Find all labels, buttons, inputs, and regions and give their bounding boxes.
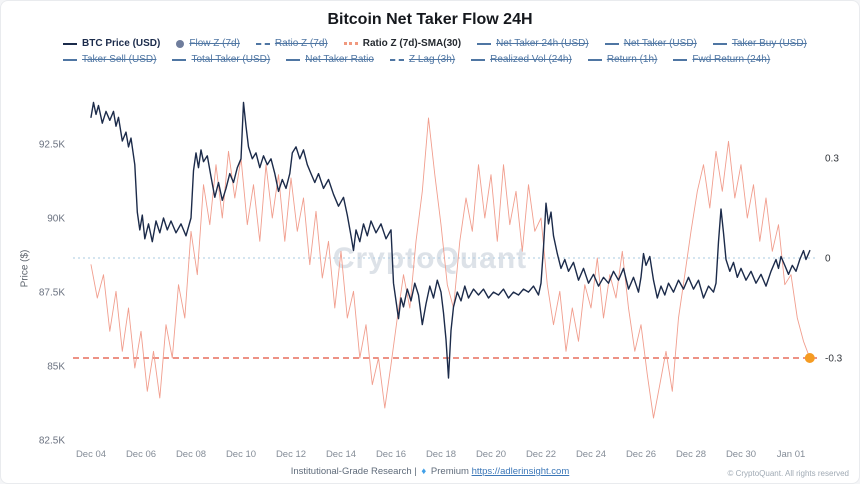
legend-item-taker-sell-usd[interactable]: Taker Sell (USD) — [63, 54, 156, 65]
x-tick-label: Dec 22 — [526, 449, 556, 460]
adlerinsight-link[interactable]: https://adlerinsight.com — [471, 466, 570, 477]
x-tick-label: Dec 24 — [576, 449, 606, 460]
line-marker-icon — [172, 58, 187, 61]
circle-marker-icon — [176, 39, 185, 48]
legend-label: BTC Price (USD) — [82, 38, 161, 49]
x-tick-label: Dec 04 — [76, 449, 106, 460]
line-marker-icon — [673, 58, 688, 61]
line-marker-icon — [63, 42, 77, 45]
x-tick-label: Dec 10 — [226, 449, 256, 460]
legend-label: Net Taker 24h (USD) — [496, 38, 589, 49]
left-tick-label: 82.5K — [39, 436, 65, 447]
x-tick-label: Dec 26 — [626, 449, 656, 460]
left-tick-label: 87.5K — [39, 288, 65, 299]
legend-label: Taker Sell (USD) — [82, 54, 157, 65]
left-tick-label: 90K — [47, 214, 65, 225]
line-marker-icon — [63, 58, 77, 61]
line-marker-icon — [286, 58, 301, 61]
line-marker-icon — [712, 42, 727, 45]
legend-row: BTC Price (USD) Flow Z (7d) Ratio Z (7d) Ra… — [63, 38, 833, 49]
right-tick-label: 0.3 — [825, 154, 839, 165]
x-tick-label: Dec 08 — [176, 449, 206, 460]
legend-item-ratio-z-7d[interactable]: Ratio Z (7d) — [255, 38, 328, 49]
legend-label: Fwd Return (24h) — [692, 54, 771, 65]
legend-item-total-taker-usd[interactable]: Total Taker (USD) — [172, 54, 270, 65]
legend-item-net-taker-24h-usd[interactable]: Net Taker 24h (USD) — [477, 38, 589, 49]
left-tick-label: 92.5K — [39, 140, 65, 151]
legend-row: Taker Sell (USD) Total Taker (USD) Net Tak… — [63, 54, 833, 65]
x-tick-label: Dec 28 — [676, 449, 706, 460]
x-tick-label: Dec 16 — [376, 449, 406, 460]
x-tick-label: Dec 14 — [326, 449, 356, 460]
legend-item-flow-z-7d[interactable]: Flow Z (7d) — [176, 38, 240, 49]
page-title: Bitcoin Net Taker Flow 24H — [327, 11, 533, 28]
left-tick-label: 85K — [47, 362, 65, 373]
legend-label: Return (1h) — [606, 54, 658, 65]
x-tick-label: Dec 20 — [476, 449, 506, 460]
legend-label: Net Taker Ratio — [305, 54, 374, 65]
footer-research-text: Institutional-Grade Research — [290, 466, 412, 477]
premium-diamond-icon: ♦ — [421, 466, 427, 477]
legend-label: Total Taker (USD) — [191, 54, 271, 65]
footer-separator: | — [414, 466, 417, 477]
copyright-text: © CryptoQuant. All rights reserved — [727, 469, 850, 478]
legend-label: Flow Z (7d) — [189, 38, 240, 49]
legend-item-return-1h[interactable]: Return (1h) — [587, 54, 658, 65]
legend-item-fwd-return-24h[interactable]: Fwd Return (24h) — [673, 54, 770, 65]
legend-label: Realized Vol (24h) — [490, 54, 572, 65]
legend-item-btc-price-usd[interactable]: BTC Price (USD) — [63, 38, 160, 49]
legend: BTC Price (USD) Flow Z (7d) Ratio Z (7d) Ra… — [63, 38, 833, 65]
legend-label: Ratio Z (7d)-SMA(30) — [362, 38, 462, 49]
dash-marker-icon — [389, 58, 404, 61]
series-btc-price-usd — [90, 101, 811, 379]
legend-label: Z Lag (3h) — [408, 54, 456, 65]
legend-item-z-lag-3h[interactable]: Z Lag (3h) — [389, 54, 456, 65]
footer-premium-label: Premium — [430, 466, 469, 477]
legend-item-realized-vol-24h[interactable]: Realized Vol (24h) — [471, 54, 572, 65]
x-tick-label: Dec 12 — [276, 449, 306, 460]
x-tick-label: Dec 30 — [726, 449, 756, 460]
line-marker-icon — [471, 58, 486, 61]
legend-label: Net Taker (USD) — [623, 38, 697, 49]
right-tick-label: 0 — [825, 254, 831, 265]
legend-item-net-taker-ratio[interactable]: Net Taker Ratio — [286, 54, 374, 65]
legend-item-taker-buy-usd[interactable]: Taker Buy (USD) — [712, 38, 807, 49]
line-marker-icon — [477, 42, 492, 45]
footer: Institutional-Grade Research | ♦ Premium… — [1, 466, 859, 477]
legend-item-ratio-z-7d-sma-30[interactable]: Ratio Z (7d)-SMA(30) — [343, 38, 462, 49]
legend-label: Taker Buy (USD) — [731, 38, 807, 49]
x-tick-label: Jan 01 — [777, 449, 806, 460]
line-marker-icon — [604, 42, 619, 45]
x-tick-label: Dec 06 — [126, 449, 156, 460]
legend-label: Ratio Z (7d) — [274, 38, 328, 49]
legend-item-net-taker-usd[interactable]: Net Taker (USD) — [604, 38, 697, 49]
latest-value-dot — [804, 353, 815, 363]
series-ratio-z-7d-sma30 — [90, 117, 811, 419]
x-tick-label: Dec 18 — [426, 449, 456, 460]
dots-marker-icon — [343, 42, 358, 45]
right-tick-label: -0.3 — [825, 354, 843, 365]
line-marker-icon — [587, 58, 602, 61]
dash-marker-icon — [255, 42, 270, 45]
